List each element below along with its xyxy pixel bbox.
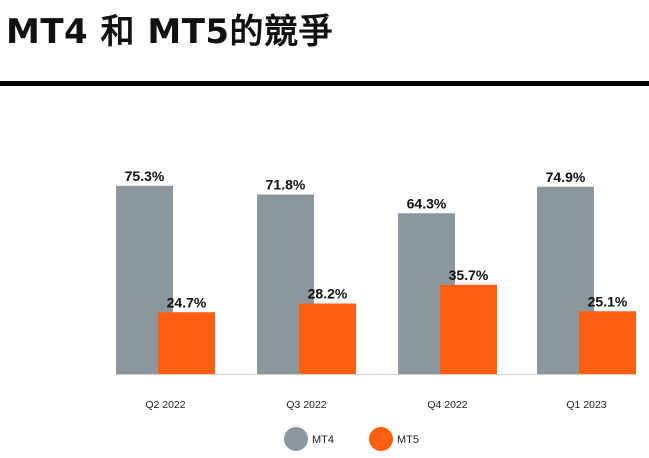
x-tick-label: Q2 2022 (145, 399, 185, 411)
legend-item-mt4[interactable]: MT4 (284, 427, 334, 451)
bar-mt5-q2-2022 (158, 312, 215, 374)
value-label-mt4-q1-2023: 74.9% (546, 169, 586, 185)
legend-swatch-mt5 (369, 427, 393, 451)
value-labels-group: 75.3% 71.8% 64.3% 74.9% 24.7% 28.2% 35.7% 25.1% (125, 168, 628, 311)
title-divider (0, 81, 649, 86)
bar-mt5-q3-2022 (299, 303, 356, 374)
bar-mt5-q4-2022 (440, 284, 497, 374)
value-label-mt4-q2-2022: 75.3% (125, 168, 165, 184)
bar-mt5-q1-2023 (579, 311, 636, 374)
bars-group (116, 185, 636, 374)
value-label-mt4-q4-2022: 64.3% (407, 195, 447, 211)
value-label-mt5-q4-2022: 35.7% (449, 267, 489, 283)
legend-label-mt5: MT5 (397, 434, 419, 446)
legend-swatch-mt4 (284, 427, 308, 451)
x-tick-label: Q3 2022 (286, 399, 326, 411)
legend[interactable]: MT4 MT5 (284, 427, 419, 451)
x-axis: Q2 2022 Q3 2022 Q4 2022 Q1 2023 (116, 374, 636, 411)
value-label-mt5-q1-2023: 25.1% (588, 293, 628, 309)
value-label-mt5-q3-2022: 28.2% (308, 286, 348, 302)
value-label-mt4-q3-2022: 71.8% (266, 177, 306, 193)
x-tick-label: Q1 2023 (566, 399, 606, 411)
value-label-mt5-q2-2022: 24.7% (167, 294, 207, 310)
page-title: MT4 和 MT5的競爭 (6, 12, 334, 52)
x-tick-label: Q4 2022 (427, 399, 467, 411)
legend-label-mt4: MT4 (312, 434, 334, 446)
legend-item-mt5[interactable]: MT5 (369, 427, 419, 451)
